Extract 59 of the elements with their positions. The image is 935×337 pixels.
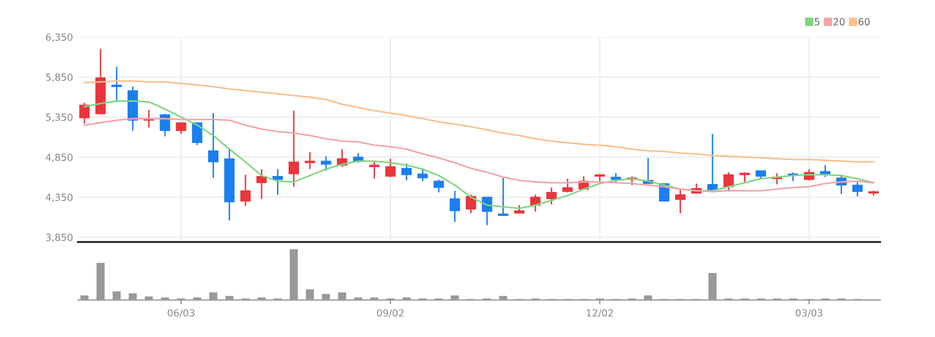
candlestick — [240, 174, 251, 207]
candlestick — [562, 178, 573, 194]
bar — [193, 297, 202, 300]
bar — [290, 249, 298, 300]
candlestick — [417, 168, 428, 182]
candlestick — [256, 168, 267, 200]
line-series — [84, 80, 874, 163]
y-tick-label: 4,850 — [46, 154, 72, 162]
bar — [450, 295, 459, 300]
y-tick-label: 4,350 — [46, 194, 72, 202]
x-tick-label: 09/02 — [377, 309, 404, 318]
bar — [306, 289, 314, 300]
candlestick — [498, 177, 508, 216]
candlestick — [369, 161, 380, 180]
bar — [402, 297, 411, 300]
y-tick-label: 6,350 — [46, 33, 72, 42]
candlestick — [208, 112, 218, 179]
bar — [499, 296, 508, 300]
candlestick — [304, 152, 316, 170]
bar — [258, 297, 266, 300]
candlestick — [272, 168, 283, 196]
bar — [80, 295, 88, 300]
bar — [209, 292, 218, 300]
bar — [338, 292, 346, 300]
legend-label: 20 — [834, 18, 845, 26]
y-tick-label: 3,850 — [46, 234, 72, 242]
legend-label: 60 — [858, 18, 870, 26]
bar — [708, 273, 717, 300]
candlestick — [450, 190, 460, 223]
x-tick-label: 03/03 — [796, 309, 822, 318]
candlestick — [176, 122, 186, 135]
bar — [322, 294, 330, 300]
candlestick — [723, 172, 734, 192]
candlestick — [288, 110, 299, 188]
bar — [225, 296, 234, 300]
candlestick — [434, 178, 444, 194]
x-tick-label: 12/02 — [586, 309, 613, 318]
candlestick — [192, 122, 202, 146]
legend-label: 5 — [814, 18, 820, 26]
bar — [160, 297, 169, 300]
candlestick — [820, 164, 830, 178]
x-tick-label: 06/03 — [168, 309, 194, 318]
bar — [112, 291, 121, 300]
bar — [354, 297, 362, 300]
y-tick-label: 5,350 — [46, 114, 72, 122]
bar — [370, 297, 378, 300]
candlestick — [740, 172, 750, 183]
bar — [144, 296, 153, 300]
candlestick — [79, 102, 90, 124]
candlestick — [401, 162, 412, 182]
candlestick — [675, 188, 686, 214]
bar — [128, 293, 137, 300]
bar — [644, 295, 652, 300]
y-tick-label: 5,850 — [46, 74, 72, 82]
candlestick — [385, 158, 396, 178]
bar — [96, 262, 105, 300]
candlestick — [852, 180, 863, 198]
candlestick — [111, 66, 122, 102]
candlestick — [546, 186, 557, 206]
